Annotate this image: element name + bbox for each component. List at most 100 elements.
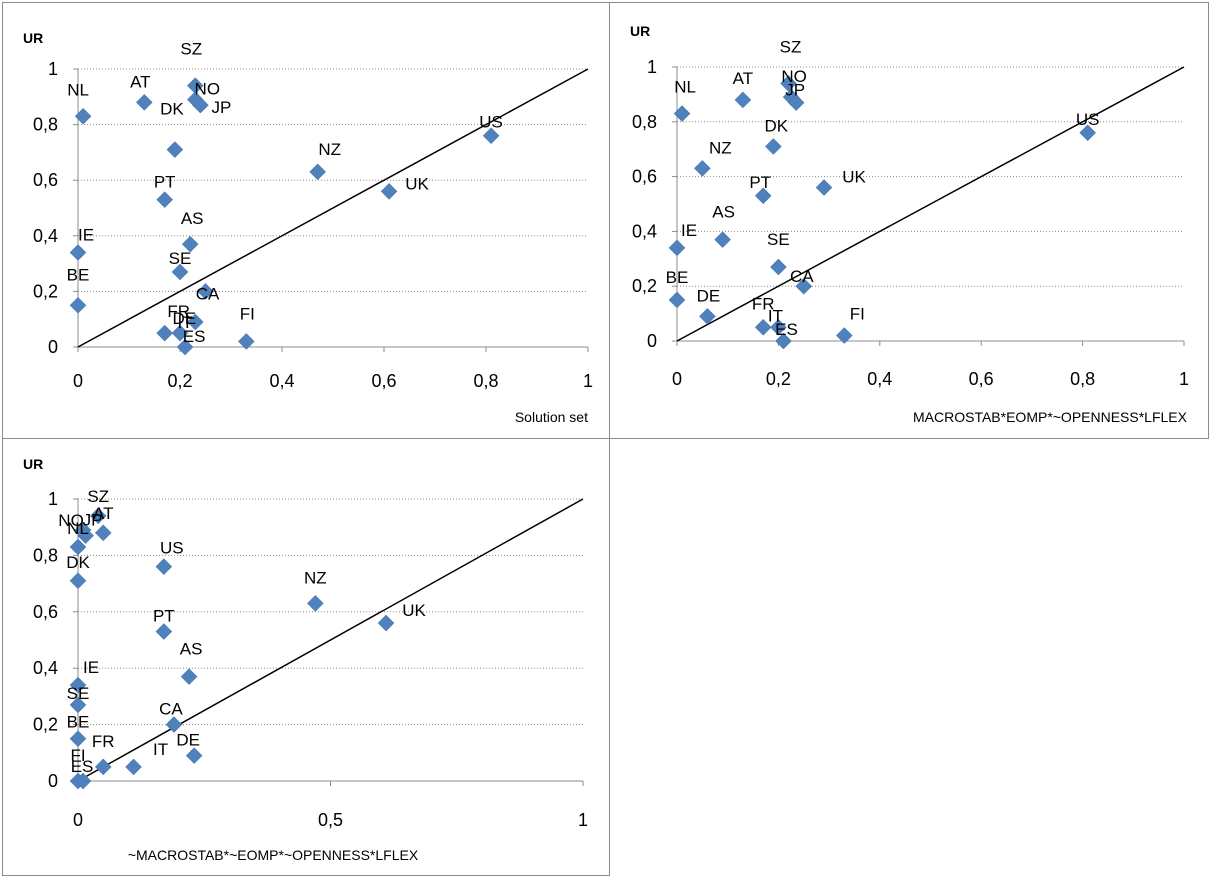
point-label-sz: SZ xyxy=(780,37,802,56)
y-tick-label: 0,4 xyxy=(33,226,58,246)
y-axis-label: UR xyxy=(23,30,43,46)
data-point-nz xyxy=(693,160,711,177)
data-point-jp xyxy=(77,527,94,545)
point-label-jp: JP xyxy=(211,98,231,117)
data-point-se xyxy=(770,258,787,276)
point-label-fi: FI xyxy=(70,746,85,765)
point-label-uk: UK xyxy=(402,601,426,620)
data-point-at xyxy=(135,94,153,111)
point-label-nz: NZ xyxy=(318,140,341,159)
y-tick-label: 0 xyxy=(647,331,657,351)
point-label-ie: IE xyxy=(83,658,99,677)
x-tick-label: 0 xyxy=(672,369,682,389)
point-label-fi: FI xyxy=(240,304,255,323)
chart-not-macrostab-not-eomp: 0 0,2 0,4 0,6 0,8 1 0 0,5 1 UR ~MACROSTAB*~EOMP*~O… xyxy=(2,438,610,876)
data-point-pt xyxy=(754,187,772,205)
point-label-as: AS xyxy=(181,209,204,228)
data-point-nl xyxy=(69,538,87,556)
point-label-at: AT xyxy=(733,69,753,88)
x-tick-label: 0,6 xyxy=(371,371,396,391)
data-point-de xyxy=(186,313,204,331)
y-tick-label: 0,2 xyxy=(632,276,657,296)
chart-macrostab-eomp: 0 0,2 0,4 0,6 0,8 1 0 0,2 0,4 0,6 0,8 1 UR MACROSTAB*… xyxy=(609,2,1209,439)
point-label-uk: UK xyxy=(405,174,429,193)
diagonal-reference-line xyxy=(676,66,1185,342)
y-tick-label: 0 xyxy=(48,337,58,357)
data-point-ie xyxy=(69,244,87,261)
point-label-uk: UK xyxy=(842,168,866,187)
data-point-nl xyxy=(673,105,691,122)
data-point-dk xyxy=(764,138,782,155)
data-point-nz xyxy=(306,594,324,612)
diagonal-reference-line xyxy=(77,68,589,348)
point-label-nl: NL xyxy=(67,80,89,99)
data-point-nz xyxy=(309,163,327,181)
x-tick-label: 0 xyxy=(73,371,83,391)
y-tick-label: 0,4 xyxy=(632,221,657,241)
point-label-us: US xyxy=(160,539,184,558)
data-point-ca xyxy=(165,716,183,733)
x-tick-label: 0,8 xyxy=(473,371,498,391)
y-tick-label: 0,8 xyxy=(632,112,657,132)
data-point-fr xyxy=(156,324,174,342)
y-tick-label: 0,4 xyxy=(33,658,58,678)
data-point-se xyxy=(171,263,189,281)
point-label-fr: FR xyxy=(92,732,115,751)
x-tick-label: 0,4 xyxy=(269,371,294,391)
point-label-ca: CA xyxy=(159,700,183,719)
data-point-es xyxy=(775,332,792,350)
point-label-se: SE xyxy=(169,249,192,268)
y-tick-label: 0,8 xyxy=(33,545,58,565)
data-point-jp xyxy=(787,94,805,111)
data-point-pt xyxy=(155,623,173,640)
x-axis-label: MACROSTAB*EOMP*~OPENNESS*LFLEX xyxy=(913,409,1188,425)
y-tick-label: 0,8 xyxy=(33,115,58,135)
y-tick-label: 0 xyxy=(48,771,58,791)
point-label-fr: FR xyxy=(752,294,775,313)
point-label-sz: SZ xyxy=(87,487,109,506)
y-axis-label: UR xyxy=(630,23,650,39)
data-point-ca xyxy=(197,283,214,300)
point-label-at: AT xyxy=(93,504,113,523)
x-tick-label: 0,6 xyxy=(969,369,994,389)
point-label-us: US xyxy=(479,113,503,132)
scatter-plot-not-macrostab-not-eomp: 0 0,2 0,4 0,6 0,8 1 0 0,5 1 UR ~MACROSTAB*~EOMP*~O… xyxy=(23,456,588,863)
data-point-us xyxy=(482,127,500,145)
x-tick-label: 0,2 xyxy=(766,369,791,389)
point-label-de: DE xyxy=(176,731,200,750)
data-point-ie xyxy=(69,676,87,694)
data-point-us xyxy=(1079,124,1097,142)
data-point-fr xyxy=(754,318,772,336)
data-point-us xyxy=(155,558,173,576)
data-point-fr xyxy=(94,758,112,776)
data-point-be xyxy=(69,730,87,748)
point-label-es: ES xyxy=(775,320,798,339)
data-point-dk xyxy=(166,141,184,158)
point-label-fi: FI xyxy=(850,305,865,324)
point-label-sz: SZ xyxy=(180,40,202,59)
data-point-uk xyxy=(380,182,398,200)
data-point-uk xyxy=(377,614,395,632)
data-point-es xyxy=(74,772,92,790)
data-point-es xyxy=(176,338,194,356)
data-point-pt xyxy=(156,191,174,209)
y-tick-label: 0,6 xyxy=(33,602,58,622)
scatter-plot-macrostab-eomp: 0 0,2 0,4 0,6 0,8 1 0 0,2 0,4 0,6 0,8 1 UR MACROSTAB*… xyxy=(630,23,1189,425)
point-label-nz: NZ xyxy=(709,138,732,157)
point-label-pt: PT xyxy=(749,173,771,192)
point-label-as: AS xyxy=(712,203,735,222)
point-label-no: NO xyxy=(58,511,84,530)
data-point-de xyxy=(185,747,203,764)
data-point-ca xyxy=(795,277,813,295)
point-label-be: BE xyxy=(67,713,90,732)
data-point-at xyxy=(94,524,112,542)
point-label-it: IT xyxy=(768,306,783,325)
chart-solution-set: 0 0,2 0,4 0,6 0,8 1 0 0,2 0,4 0,6 0,8 1 UR Solution s… xyxy=(2,2,610,439)
data-point-fi xyxy=(835,327,853,344)
point-label-fr: FR xyxy=(167,302,190,321)
data-point-at xyxy=(734,91,752,109)
point-label-be: BE xyxy=(666,268,689,287)
point-label-de: DE xyxy=(172,309,196,328)
point-label-ca: CA xyxy=(790,267,814,286)
point-label-nl: NL xyxy=(674,78,696,97)
